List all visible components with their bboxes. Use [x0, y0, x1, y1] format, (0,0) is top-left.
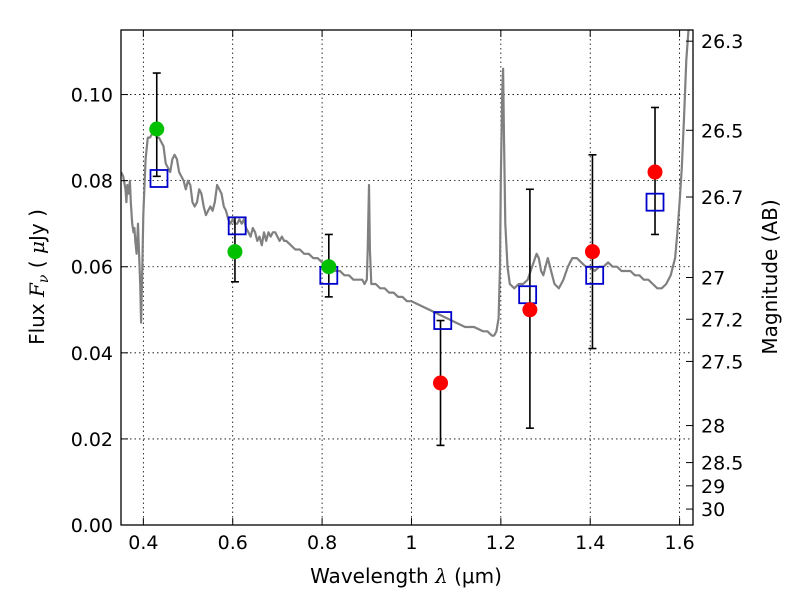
y-tick-label: 0.10	[71, 85, 113, 107]
model-spectrum-line	[121, 30, 690, 337]
axis-ticks: 0.4 0.6 0.8 1 1.2 1.4 1.6 0.00 0.02 0.04 0.06 0.08 0…	[71, 30, 743, 554]
y-axis-label: Flux Fν ( μJy )	[25, 209, 52, 345]
y2-tick-label: 27	[701, 268, 725, 290]
x-tick-label: 1.4	[575, 532, 605, 554]
y2-tick-label: 27.5	[701, 351, 743, 373]
plot-frame	[120, 29, 694, 526]
red-data-point	[584, 244, 600, 260]
y2-tick-label: 26.3	[701, 31, 743, 53]
red-data-point	[433, 375, 449, 391]
x-tick-label: 1.6	[664, 532, 694, 554]
model-photometry-square	[518, 285, 538, 305]
green-data-point	[321, 259, 337, 275]
x-tick-label: 0.8	[307, 532, 337, 554]
model-photometry-square	[227, 216, 247, 236]
x-tick-label: 0.6	[218, 532, 248, 554]
plot-area	[121, 30, 690, 447]
y-tick-label: 0.06	[71, 257, 113, 279]
red-data-point	[647, 164, 663, 180]
x-tick-label: 1.2	[486, 532, 516, 554]
y2-tick-label: 28	[701, 416, 725, 438]
y2-axis-label: Magnitude (AB)	[758, 199, 782, 354]
y-tick-label: 0.00	[71, 515, 113, 537]
x-tick-label: 0.4	[128, 532, 158, 554]
model-photometry-square	[645, 192, 665, 212]
x-tick-label: 1	[405, 532, 417, 554]
y-tick-label: 0.02	[71, 429, 113, 451]
y2-tick-label: 26.7	[701, 187, 743, 209]
y2-tick-label: 29	[701, 476, 725, 498]
y2-tick-label: 27.2	[701, 309, 743, 331]
y2-tick-label: 28.5	[701, 453, 743, 475]
y2-tick-label: 30	[701, 499, 725, 521]
y2-tick-label: 26.5	[701, 120, 743, 142]
y-tick-label: 0.04	[71, 343, 113, 365]
y-tick-label: 0.08	[71, 171, 113, 193]
x-axis-label: Wavelength λ (μm)	[310, 564, 502, 588]
green-data-point	[227, 244, 243, 260]
model-photometry-square	[149, 169, 169, 188]
green-data-point	[149, 121, 165, 137]
model-photometry-square	[585, 265, 605, 285]
red-data-point	[522, 302, 538, 318]
model-photometry-square	[433, 311, 453, 330]
grid-lines	[121, 30, 693, 525]
